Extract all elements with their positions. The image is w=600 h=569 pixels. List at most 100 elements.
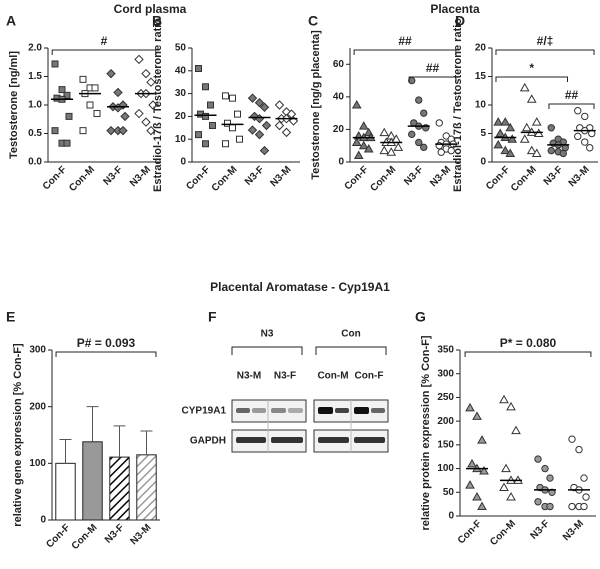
bar — [109, 456, 130, 521]
bar — [55, 462, 76, 521]
x-tick-label: N3-M — [428, 164, 453, 189]
y-tick-label: 5 — [480, 128, 486, 139]
x-tick-label: N3-F — [103, 522, 127, 546]
annotation: P* = 0.080 — [500, 336, 557, 350]
point — [363, 143, 374, 153]
point — [236, 135, 243, 143]
y-tick-label: 200 — [437, 416, 454, 427]
y-tick-label: 10 — [475, 100, 487, 111]
x-tick-label: N3-F — [101, 164, 125, 188]
point — [202, 83, 209, 91]
point — [134, 54, 144, 65]
bar — [136, 454, 157, 521]
point — [106, 125, 116, 136]
point — [580, 474, 588, 482]
error-bar — [59, 439, 72, 464]
point — [559, 149, 567, 158]
point — [229, 94, 236, 102]
y-tick-label: 0.0 — [28, 157, 42, 168]
y-tick-label: 100 — [29, 458, 46, 469]
section-title: Placental Aromatase - Cyp19A1 — [210, 280, 390, 294]
point — [493, 139, 504, 149]
significance-bracket — [353, 49, 457, 55]
point — [222, 92, 229, 100]
significance-bracket — [51, 49, 157, 55]
y-tick-label: 0 — [40, 515, 46, 526]
point — [548, 488, 556, 496]
x-tick-label: Con-F — [456, 518, 484, 546]
y-tick-label: 250 — [437, 392, 454, 403]
y-tick-label: 60 — [333, 59, 345, 70]
point — [141, 117, 151, 127]
point — [500, 117, 511, 126]
point — [499, 482, 509, 492]
protein-label: GAPDH — [190, 436, 226, 447]
point — [582, 493, 590, 501]
y-axis-title: relative gene expression [% Con-F] — [12, 343, 24, 527]
point — [574, 132, 582, 141]
point — [546, 502, 554, 511]
bar — [82, 441, 103, 521]
panel-label: D — [455, 13, 465, 29]
y-tick-label: 40 — [333, 91, 345, 102]
group-label: Con — [341, 329, 360, 340]
point — [415, 138, 423, 147]
point — [63, 91, 71, 99]
x-tick-label: N3-F — [402, 164, 426, 188]
point — [202, 140, 209, 148]
y-tick-label: 0 — [480, 157, 486, 168]
y-axis-title: Estradiol-17ß / Testosterone ratio — [152, 18, 164, 192]
point — [148, 100, 158, 110]
point — [261, 120, 272, 131]
point — [465, 402, 475, 412]
annotation: * — [529, 61, 534, 75]
x-tick-label: N3-M — [561, 518, 586, 543]
point — [568, 502, 576, 511]
point — [420, 143, 428, 152]
point — [209, 122, 216, 130]
point — [435, 119, 443, 127]
point — [247, 125, 258, 135]
point — [146, 77, 156, 87]
point — [195, 65, 202, 73]
point — [465, 480, 475, 489]
point — [106, 68, 116, 79]
point — [506, 492, 516, 501]
significance-bracket — [495, 49, 595, 55]
point — [118, 125, 128, 136]
point — [586, 144, 594, 152]
y-tick-label: 150 — [437, 439, 454, 450]
point — [505, 148, 516, 157]
significance-bracket — [408, 76, 457, 82]
point — [91, 84, 99, 92]
panel-label: F — [208, 309, 217, 325]
point — [580, 502, 588, 511]
annotation: ## — [398, 34, 412, 48]
x-tick-label: Con-M — [509, 164, 539, 194]
error-bar — [113, 425, 126, 458]
point — [442, 132, 450, 140]
point — [507, 134, 518, 143]
y-tick-label: 10 — [175, 134, 187, 145]
x-tick-label: Con-F — [343, 164, 371, 192]
point — [479, 465, 489, 475]
point — [351, 137, 362, 146]
x-tick-label: Con-M — [67, 164, 97, 194]
point — [113, 87, 123, 98]
point — [472, 492, 482, 501]
point — [415, 96, 423, 104]
lane-label: N3-M — [237, 371, 261, 382]
point — [58, 86, 66, 94]
point — [547, 124, 555, 132]
y-tick-label: 200 — [29, 401, 46, 412]
point — [281, 127, 292, 138]
point — [254, 98, 265, 108]
point — [79, 127, 87, 135]
point — [254, 129, 265, 140]
point — [86, 101, 94, 109]
y-tick-label: 50 — [175, 43, 187, 54]
y-tick-label: 20 — [475, 43, 487, 54]
point — [202, 112, 209, 120]
y-tick-label: 300 — [29, 345, 46, 356]
significance-bracket — [464, 351, 592, 357]
